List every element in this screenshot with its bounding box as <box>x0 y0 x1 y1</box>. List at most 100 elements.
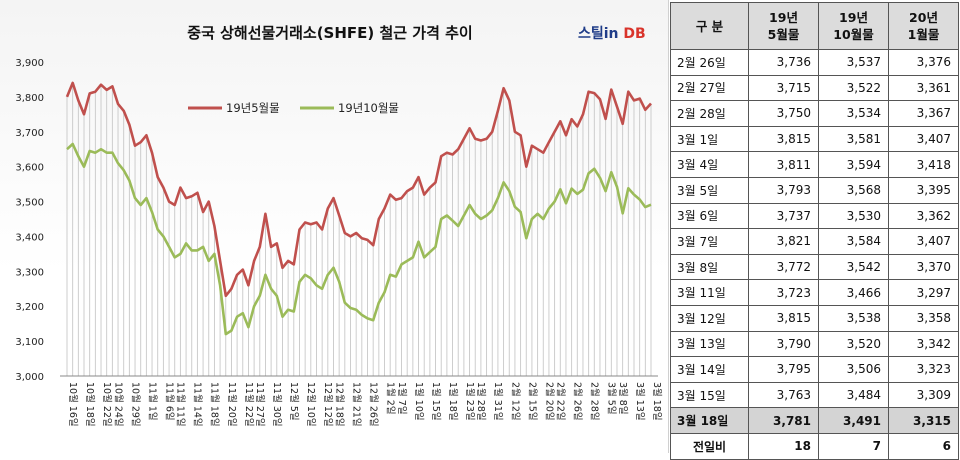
x-tick-label: 10월 24일 <box>112 382 124 427</box>
table-cell-date: 3월 8일 <box>670 253 749 281</box>
table-cell-price: 3,361 <box>888 74 959 102</box>
table-header-row: 구 분 19년 5월물 19년 10월물 20년 1월물 <box>670 2 959 50</box>
header-20jan: 20년 1월물 <box>888 2 959 50</box>
table-cell-price: 3,594 <box>818 151 889 178</box>
table-cell-price: 3,466 <box>818 279 889 306</box>
table-cell-price: 3,418 <box>888 151 959 178</box>
x-tick-label: 1월 7일 <box>396 382 408 415</box>
table-cell-price: 3,793 <box>748 176 819 204</box>
price-line-chart: 중국 상해선물거래소(SHFE) 철근 가격 추이 스틸in DB 3,0003… <box>15 24 663 427</box>
table-cell-price: 3,534 <box>818 100 889 127</box>
x-tick-label: 12월 5일 <box>288 382 300 421</box>
x-tick-label: 1월 15일 <box>430 382 442 421</box>
x-tick-label: 12월 21일 <box>350 382 362 427</box>
legend-label: 19년5월물 <box>226 101 280 115</box>
table-cell-price: 3,297 <box>888 279 959 306</box>
table-cell-price: 3,323 <box>888 356 959 383</box>
x-tick-label: 10월 18일 <box>84 382 96 427</box>
table-cell-price: 3,772 <box>748 253 819 281</box>
table-row: 3월 4일 3,811 3,594 3,418 <box>670 151 959 178</box>
y-tick-label: 3,700 <box>15 128 44 139</box>
table-cell-date: 3월 6일 <box>670 202 749 230</box>
x-tick-label: 3월 13일 <box>634 382 646 421</box>
x-tick-label: 2월 22일 <box>555 382 567 421</box>
x-tick-label: 11월 11일 <box>175 382 187 427</box>
table-cell-price: 3,367 <box>888 100 959 127</box>
table-row-change: 전일비 18 7 6 <box>670 432 959 460</box>
x-tick-label: 11월 14일 <box>192 382 204 427</box>
table-cell-price: 3,795 <box>748 356 819 383</box>
chart-panel: 중국 상해선물거래소(SHFE) 철근 가격 추이 스틸in DB 3,000 3… <box>0 0 669 453</box>
legend-label: 19년10월물 <box>338 101 399 115</box>
y-tick-label: 3,000 <box>15 372 44 383</box>
table-row: 3월 12일 3,815 3,538 3,358 <box>670 304 959 332</box>
y-tick-label: 3,800 <box>15 93 44 104</box>
x-tick-label: 1월 18일 <box>447 382 459 421</box>
table-cell-price: 3,538 <box>818 304 889 332</box>
table-cell-price: 3,358 <box>888 304 959 332</box>
table-cell-price: 3,763 <box>748 381 819 409</box>
table-cell-price: 3,484 <box>818 381 889 409</box>
table-cell-price: 3,790 <box>748 330 819 358</box>
table-cell-price: 3,309 <box>888 381 959 409</box>
x-tick-label: 11월 20일 <box>226 382 238 427</box>
table-cell-price: 3,581 <box>818 125 889 153</box>
table-cell-price: 3,815 <box>748 304 819 332</box>
x-tick-label: 3월 18일 <box>651 382 663 421</box>
x-tick-label: 11월 27일 <box>254 382 266 427</box>
table-cell-price: 3,821 <box>748 228 819 255</box>
x-tick-label: 12월 10일 <box>305 382 317 427</box>
table-row: 3월 5일 3,793 3,568 3,395 <box>670 176 959 204</box>
table-cell-date: 3월 13일 <box>670 330 749 358</box>
x-tick-label: 12월 18일 <box>333 382 345 427</box>
table-cell-date: 3월 5일 <box>670 176 749 204</box>
table-cell-date: 2월 26일 <box>670 49 749 76</box>
table-cell-price: 3,584 <box>818 228 889 255</box>
table-cell-date: 3월 7일 <box>670 228 749 255</box>
table-cell-date: 3월 15일 <box>670 381 749 409</box>
table-cell-price: 3,736 <box>748 49 819 76</box>
table-cell-price: 3,568 <box>818 176 889 204</box>
table-cell-price: 3,407 <box>888 228 959 255</box>
table-cell-price: 3,522 <box>818 74 889 102</box>
table-row: 3월 6일 3,737 3,530 3,362 <box>670 202 959 230</box>
x-tick-label: 1월 31일 <box>492 382 504 421</box>
header-19oct: 19년 10월물 <box>818 2 889 50</box>
table-row: 3월 13일 3,790 3,520 3,342 <box>670 330 959 358</box>
table-cell-price: 3,530 <box>818 202 889 230</box>
x-tick-label: 11월 18일 <box>209 382 221 427</box>
table-cell-price: 3,315 <box>888 407 959 434</box>
table-cell-price: 3,715 <box>748 74 819 102</box>
y-tick-label: 3,900 <box>15 58 44 69</box>
table-cell-date: 3월 14일 <box>670 356 749 383</box>
table-cell-price: 3,491 <box>818 407 889 434</box>
x-tick-label: 3월 5일 <box>606 382 618 415</box>
table-cell-price: 3,781 <box>748 407 819 434</box>
table-cell-date: 3월 12일 <box>670 304 749 332</box>
table-row: 2월 27일 3,715 3,522 3,361 <box>670 74 959 102</box>
brand-text: 스틸in DB <box>578 26 646 42</box>
table-cell-price: 3,737 <box>748 202 819 230</box>
table-cell-price: 3,370 <box>888 253 959 281</box>
table-cell-date: 2월 28일 <box>670 100 749 127</box>
table-cell-price: 18 <box>748 432 819 460</box>
brand-logo: 스틸in DB <box>578 26 646 42</box>
table-cell-price: 3,506 <box>818 356 889 383</box>
x-tick-label: 2월 12일 <box>509 382 521 421</box>
table-cell-price: 3,542 <box>818 253 889 281</box>
table-cell-date: 3월 11일 <box>670 279 749 306</box>
x-tick-label: 12월 12일 <box>322 382 334 427</box>
table-cell-price: 3,520 <box>818 330 889 358</box>
table-cell-price: 3,407 <box>888 125 959 153</box>
header-category: 구 분 <box>670 2 749 50</box>
x-tick-label: 10월 29일 <box>129 382 141 427</box>
table-cell-price: 6 <box>888 432 959 460</box>
y-tick-label: 3,500 <box>15 198 44 209</box>
x-tick-label: 10월 16일 <box>67 382 79 427</box>
y-tick-label: 3,200 <box>15 302 44 313</box>
x-tick-label: 12월 26일 <box>368 382 380 427</box>
series-19oct-line <box>66 142 652 336</box>
y-tick-label: 3,600 <box>15 163 44 174</box>
x-tick-label: 2월 15일 <box>526 382 538 421</box>
table-cell-date: 2월 27일 <box>670 74 749 102</box>
